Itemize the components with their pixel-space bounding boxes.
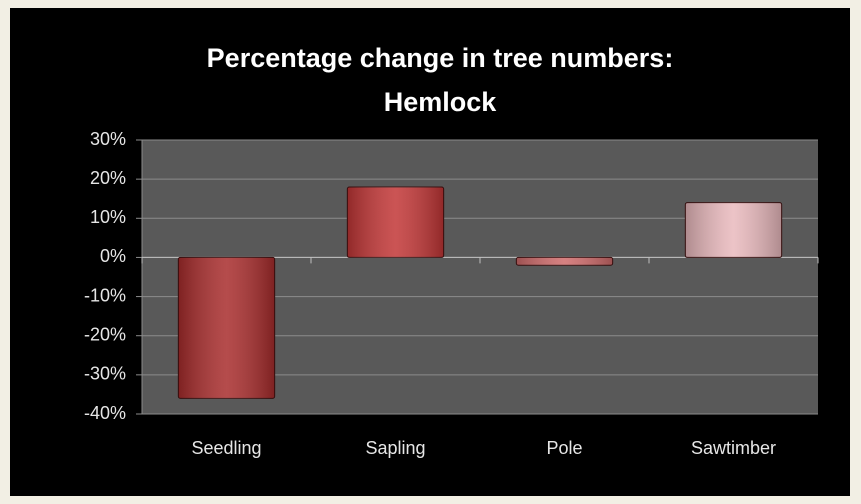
x-tick-label: Seedling <box>191 438 261 458</box>
y-tick-label: -10% <box>84 285 126 305</box>
x-tick-label: Sawtimber <box>691 438 776 458</box>
bar-shine <box>516 257 613 266</box>
x-tick-label: Pole <box>546 438 582 458</box>
chart-title: Percentage change in tree numbers: Hemlo… <box>206 43 674 117</box>
bar-shine <box>178 257 275 399</box>
y-tick-label: 10% <box>90 207 126 227</box>
bar-shine <box>347 186 444 258</box>
y-tick-label: -20% <box>84 324 126 344</box>
x-tick-label: Sapling <box>365 438 425 458</box>
y-tick-label: 0% <box>100 246 126 266</box>
bar-shine <box>685 202 782 258</box>
y-tick-label: -30% <box>84 364 126 384</box>
y-tick-label: 20% <box>90 168 126 188</box>
y-tick-label: -40% <box>84 403 126 423</box>
y-tick-label: 30% <box>90 129 126 149</box>
